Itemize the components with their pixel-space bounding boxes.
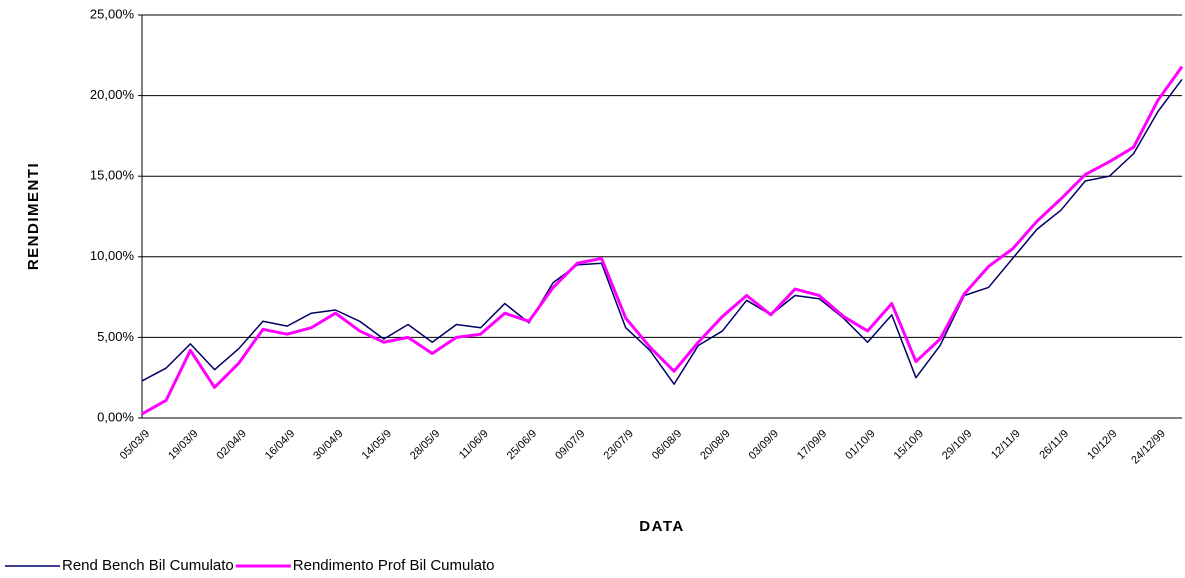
x-tick-label: 20/08/9 [698, 428, 732, 462]
x-tick-label: 10/12/9 [1085, 428, 1119, 462]
legend-label: Rendimento Prof Bil Cumulato [293, 557, 495, 574]
x-axis-title: DATA [639, 518, 684, 535]
x-tick-label: 28/05/9 [408, 428, 442, 462]
x-tick-label: 15/10/9 [892, 428, 926, 462]
y-tick-label: 25,00% [90, 6, 135, 21]
x-tick-label: 30/04/9 [311, 428, 345, 462]
x-tick-label: 14/05/9 [360, 428, 394, 462]
y-tick-label: 0,00% [97, 409, 134, 424]
x-tick-label: 09/07/9 [553, 428, 587, 462]
legend-label: Rend Bench Bil Cumulato [62, 557, 234, 574]
x-tick-label: 11/06/9 [457, 428, 491, 462]
y-tick-label: 20,00% [90, 87, 135, 102]
series-line [141, 79, 1183, 385]
x-tick-label: 23/07/9 [601, 428, 635, 462]
x-tick-label: 06/08/9 [650, 428, 684, 462]
x-tick-label: 16/04/9 [263, 428, 297, 462]
x-tick-label: 26/11/9 [1037, 428, 1071, 462]
y-axis-title: RENDIMENTI [25, 162, 42, 270]
y-tick-label: 15,00% [90, 168, 135, 183]
x-tick-label: 12/11/9 [989, 428, 1023, 462]
x-tick-label: 03/09/9 [747, 428, 781, 462]
x-tick-label: 24/12/99 [1129, 428, 1168, 467]
y-tick-label: 5,00% [97, 329, 134, 344]
series-line [141, 65, 1184, 416]
x-tick-label: 29/10/9 [940, 428, 974, 462]
x-tick-label: 17/09/9 [795, 428, 829, 462]
x-tick-label: 19/03/9 [166, 428, 200, 462]
x-tick-label: 01/10/9 [843, 428, 877, 462]
x-tick-label: 05/03/9 [118, 428, 152, 462]
x-tick-label: 25/06/9 [505, 428, 539, 462]
x-tick-label: 02/04/9 [214, 428, 248, 462]
y-tick-label: 10,00% [90, 248, 135, 263]
